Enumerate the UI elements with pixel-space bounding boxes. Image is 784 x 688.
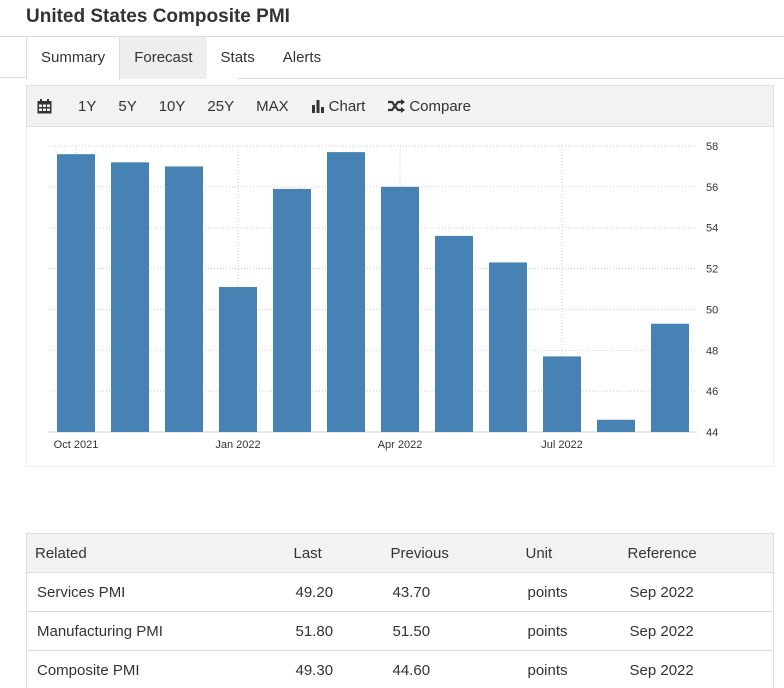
range-5y-button[interactable]: 5Y	[118, 97, 137, 115]
y-tick-label: 48	[706, 345, 718, 357]
table-row[interactable]: Composite PMI 49.30 44.60 points Sep 202…	[26, 650, 774, 688]
tab-bar: Summary Forecast Stats Alerts	[26, 37, 335, 80]
bar[interactable]: Dec 2021: 57	[165, 166, 203, 432]
column-header: Last	[285, 533, 383, 573]
bar[interactable]: Nov 2021: 57.2	[111, 162, 149, 432]
page-title: United States Composite PMI	[26, 6, 290, 27]
bar[interactable]: Jul 2022: 47.7	[543, 356, 581, 432]
tabs-divider	[238, 78, 784, 79]
column-header: Previous	[382, 533, 518, 573]
previous-value: 44.60	[382, 650, 518, 688]
reference: Sep 2022	[619, 650, 774, 688]
y-tick-label: 54	[706, 223, 718, 235]
x-tick-label: Jan 2022	[215, 439, 260, 451]
range-max-button[interactable]: MAX	[256, 97, 289, 115]
calendar-button[interactable]	[37, 98, 56, 114]
range-10y-button[interactable]: 10Y	[158, 97, 186, 115]
bar[interactable]: Oct 2021: 57.6	[57, 154, 95, 432]
tab-forecast[interactable]: Forecast	[120, 37, 207, 79]
column-header: Related	[26, 533, 286, 573]
bar[interactable]: Sep 2022: 49.3	[651, 323, 689, 432]
previous-value: 51.50	[382, 611, 518, 651]
shuffle-icon	[387, 99, 406, 113]
range-25y-button[interactable]: 25Y	[207, 97, 235, 115]
previous-value: 43.70	[382, 572, 518, 612]
chart-toolbar: 1Y 5Y 10Y 25Y MAX Chart Compare	[26, 85, 774, 127]
y-tick-label: 58	[706, 141, 718, 153]
table-row[interactable]: Services PMI 49.20 43.70 points Sep 2022	[26, 572, 774, 612]
bar[interactable]: Aug 2022: 44.6	[597, 419, 635, 432]
last-value: 49.20	[285, 572, 383, 612]
column-header: Reference	[619, 533, 774, 573]
x-tick-label: Jul 2022	[541, 439, 583, 451]
tab-stats[interactable]: Stats	[220, 49, 255, 66]
bar[interactable]: Feb 2022: 55.9	[273, 188, 311, 432]
table-row[interactable]: Manufacturing PMI 51.80 51.50 points Sep…	[26, 611, 774, 651]
tab-alerts[interactable]: Alerts	[282, 49, 322, 66]
table-header-row: Related Last Previous Unit Reference	[26, 533, 774, 573]
bar[interactable]: Mar 2022: 57.7	[327, 152, 365, 432]
y-tick-label: 56	[706, 182, 718, 194]
y-tick-label: 46	[706, 386, 718, 398]
compare-label: Compare	[409, 97, 472, 115]
title-divider	[0, 36, 784, 37]
bar[interactable]: May 2022: 53.6	[435, 235, 473, 432]
bar[interactable]: Jun 2022: 52.3	[489, 262, 527, 432]
tabs-left-spacer	[0, 37, 26, 78]
related-name-link[interactable]: Services PMI	[26, 572, 286, 612]
x-axis-ticks: Oct 2021 Jan 2022 Apr 2022 Jul 2022	[54, 439, 583, 451]
chart-type-button[interactable]: Chart	[311, 97, 366, 115]
bar-chart-icon	[311, 99, 325, 113]
y-tick-label: 50	[706, 304, 718, 316]
related-table: Related Last Previous Unit Reference Ser…	[26, 533, 774, 688]
y-tick-label: 52	[706, 264, 718, 276]
chart-grid	[49, 145, 697, 433]
reference: Sep 2022	[619, 572, 774, 612]
related-name-link[interactable]: Composite PMI	[26, 650, 286, 688]
bar[interactable]: Jan 2022: 51.1	[219, 286, 257, 432]
column-header: Unit	[517, 533, 620, 573]
pmi-bar-chart: Oct 2021: 57.6 Nov 2021: 57.2 Dec 2021: 57…	[49, 141, 718, 451]
last-value: 51.80	[285, 611, 383, 651]
reference: Sep 2022	[619, 611, 774, 651]
tab-summary[interactable]: Summary	[26, 37, 121, 80]
unit: points	[517, 572, 620, 612]
related-name-link[interactable]: Manufacturing PMI	[26, 611, 286, 651]
unit: points	[517, 650, 620, 688]
x-tick-label: Apr 2022	[378, 439, 423, 451]
chart-label: Chart	[328, 97, 366, 115]
bar[interactable]: Apr 2022: 56	[381, 186, 419, 432]
chart-area: Oct 2021: 57.6 Nov 2021: 57.2 Dec 2021: 57…	[26, 127, 774, 467]
chart-bars: Oct 2021: 57.6 Nov 2021: 57.2 Dec 2021: 57…	[57, 152, 689, 432]
calendar-icon	[37, 98, 52, 114]
last-value: 49.30	[285, 650, 383, 688]
range-1y-button[interactable]: 1Y	[78, 97, 97, 115]
unit: points	[517, 611, 620, 651]
y-tick-label: 44	[706, 427, 718, 439]
compare-button[interactable]: Compare	[387, 98, 471, 115]
x-tick-label: Oct 2021	[54, 439, 99, 451]
y-axis-ticks: 44 46 48 50 52 54 56 58	[706, 141, 718, 439]
